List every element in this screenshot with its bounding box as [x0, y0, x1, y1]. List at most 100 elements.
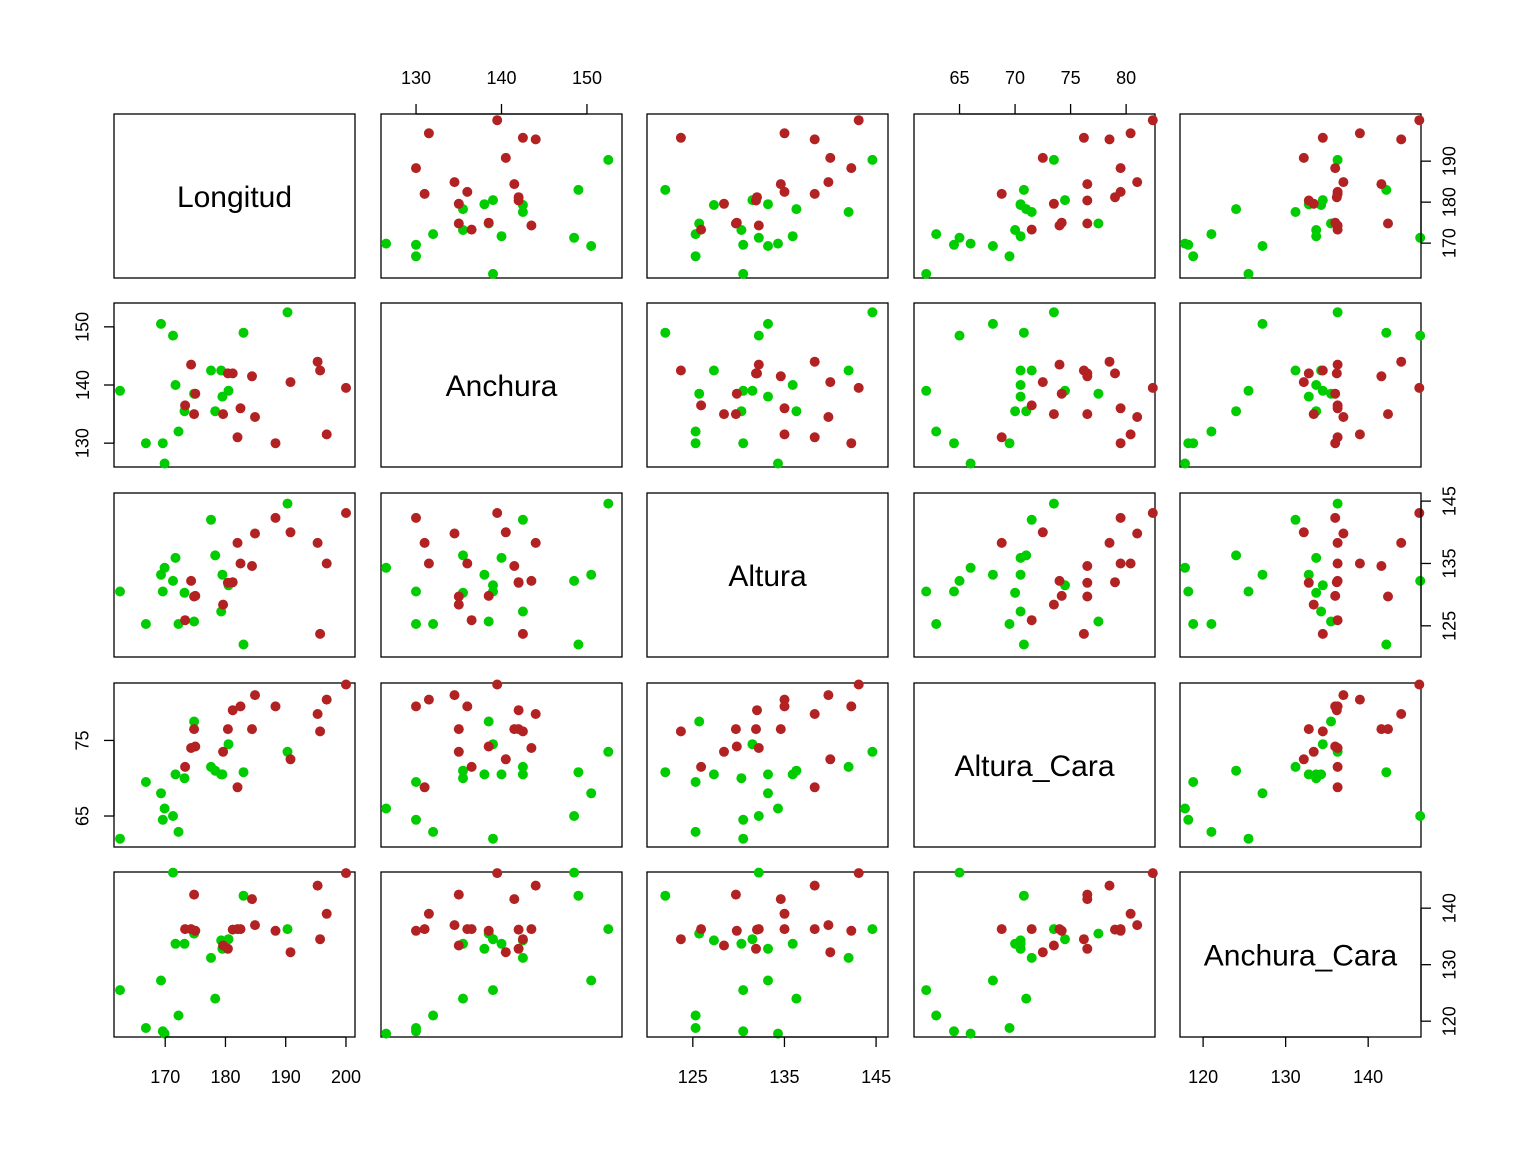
data-point-group2 — [419, 782, 430, 793]
data-point-group1 — [690, 426, 701, 437]
data-point-group1 — [411, 586, 421, 597]
data-point-group1 — [1015, 391, 1026, 402]
panel-Anchura_Cara-vs-Anchura — [380, 867, 623, 1039]
data-point-group2 — [1414, 679, 1425, 690]
data-point-group2 — [1338, 528, 1349, 539]
data-point-group2 — [1332, 537, 1343, 548]
data-point-group2 — [1048, 599, 1059, 610]
panel-Altura_Cara-vs-Altura — [646, 679, 889, 848]
data-point-group1 — [694, 388, 705, 399]
data-point-group1 — [1311, 587, 1322, 598]
data-point-group1 — [483, 716, 494, 727]
axis-top-Altura_Cara: 65 70 75 80 — [950, 68, 1136, 115]
data-point-group2 — [1056, 388, 1067, 399]
data-point-group1 — [1093, 388, 1104, 399]
data-point-group1 — [1026, 952, 1037, 963]
tick-label: 170 — [150, 1067, 180, 1087]
data-point-group1 — [1290, 514, 1301, 525]
data-point-group1 — [690, 1010, 701, 1021]
data-point-group1 — [921, 985, 932, 996]
data-point-group1 — [753, 232, 764, 243]
data-point-group2 — [779, 186, 790, 197]
tick-label: 125 — [1440, 611, 1460, 641]
panel-Anchura-vs-Altura_Cara — [913, 302, 1158, 469]
data-point-group1 — [1004, 1023, 1015, 1033]
data-point-group2 — [1317, 726, 1328, 737]
panel-Anchura-vs-Anchura: Anchura — [380, 302, 623, 468]
data-point-group2 — [222, 724, 233, 735]
data-point-group1 — [660, 767, 671, 778]
data-point-group2 — [462, 701, 473, 712]
data-point-group1 — [1257, 569, 1268, 580]
data-point-group2 — [1147, 508, 1158, 518]
data-point-group1 — [1021, 993, 1032, 1004]
tick-label: 190 — [271, 1067, 301, 1087]
data-point-group2 — [517, 132, 528, 143]
data-point-group2 — [1037, 527, 1048, 538]
data-point-group1 — [483, 616, 494, 627]
data-point-group2 — [462, 558, 473, 569]
data-point-group2 — [423, 694, 434, 705]
data-point-group2 — [341, 679, 351, 690]
tick-label: 145 — [1440, 486, 1460, 516]
data-point-group2 — [509, 179, 520, 190]
data-point-group1 — [140, 619, 151, 629]
data-point-group2 — [1115, 186, 1126, 197]
data-point-group2 — [1082, 218, 1093, 229]
data-point-group2 — [1125, 908, 1136, 919]
data-point-group2 — [227, 368, 238, 379]
data-point-group2 — [825, 152, 836, 163]
data-point-group2 — [285, 947, 296, 958]
data-point-group2 — [1414, 115, 1425, 126]
data-point-group1 — [282, 924, 293, 935]
panel-Anchura-vs-Longitud — [113, 302, 356, 469]
data-point-group2 — [411, 163, 421, 174]
data-point-group1 — [987, 241, 998, 251]
data-point-group2 — [996, 537, 1007, 548]
data-point-group2 — [321, 908, 332, 919]
data-point-group2 — [1115, 925, 1126, 936]
data-point-group2 — [235, 701, 246, 712]
data-point-group1 — [1010, 587, 1021, 598]
data-point-group2 — [1317, 132, 1328, 143]
data-point-group2 — [232, 782, 243, 793]
data-point-group2 — [1332, 359, 1343, 370]
data-point-group1 — [411, 1026, 421, 1037]
panel-Altura_Cara-vs-Anchura — [380, 679, 623, 848]
data-point-group2 — [825, 377, 836, 388]
data-point-group2 — [1303, 577, 1314, 588]
data-point-group1 — [157, 438, 168, 449]
data-point-group1 — [189, 616, 200, 627]
data-point-group1 — [603, 498, 614, 509]
data-point-group1 — [931, 1010, 942, 1021]
data-point-group1 — [763, 391, 773, 402]
data-point-group1 — [1317, 739, 1328, 750]
data-point-group1 — [173, 426, 184, 437]
data-point-group2 — [719, 409, 729, 420]
data-point-group1 — [488, 580, 498, 591]
data-point-group2 — [321, 558, 332, 569]
panel-Anchura-vs-Anchura_Cara — [1179, 302, 1426, 469]
variable-label-Longitud: Longitud — [177, 181, 292, 214]
data-point-group1 — [458, 550, 468, 561]
data-point-group2 — [753, 743, 764, 753]
data-point-group2 — [419, 188, 430, 199]
data-point-group1 — [603, 154, 614, 165]
data-point-group2 — [853, 115, 864, 126]
data-point-group2 — [500, 152, 511, 163]
data-point-group1 — [791, 993, 802, 1004]
data-point-group2 — [853, 382, 864, 393]
data-point-group2 — [1147, 868, 1158, 879]
data-point-group1 — [496, 938, 507, 949]
panel-Altura-vs-Anchura — [380, 492, 623, 658]
data-point-group2 — [1308, 599, 1319, 610]
data-point-group2 — [1331, 577, 1342, 588]
data-point-group1 — [586, 975, 597, 986]
data-point-group1 — [496, 231, 507, 242]
panel-Longitud-vs-Altura_Cara — [913, 113, 1158, 279]
panel-Altura_Cara-vs-Altura_Cara: Altura_Cara — [913, 682, 1156, 848]
data-point-group2 — [453, 198, 464, 209]
data-point-group1 — [843, 365, 854, 376]
data-point-group2 — [411, 925, 421, 936]
data-point-group2 — [775, 894, 786, 905]
